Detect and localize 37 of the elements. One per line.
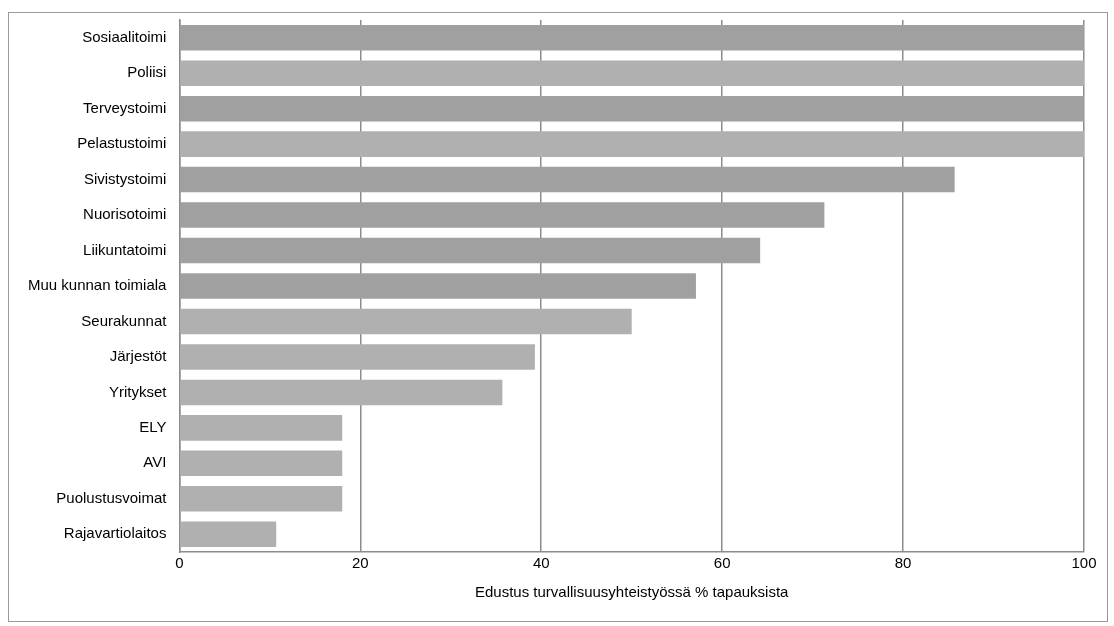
y-tick-label: Sivistystoimi xyxy=(83,169,167,187)
bar xyxy=(180,486,343,512)
bar xyxy=(180,95,1084,122)
y-tick-label: Rajavartiolaitos xyxy=(63,524,167,542)
bar xyxy=(180,521,277,548)
bar xyxy=(180,24,1084,51)
y-tick-label: Seurakunnat xyxy=(81,311,168,329)
x-tick-label: 80 xyxy=(894,554,912,572)
bar xyxy=(180,237,761,264)
y-tick-label: Sosiaalitoimi xyxy=(82,27,167,45)
bar xyxy=(180,308,632,335)
bar xyxy=(180,379,503,406)
y-tick-label: AVI xyxy=(143,453,167,471)
y-tick-label: Järjestöt xyxy=(109,347,168,365)
y-tick-label: Nuorisotoimi xyxy=(83,205,167,223)
x-tick-label: 100 xyxy=(1071,554,1097,572)
x-tick-label: 40 xyxy=(532,554,550,572)
x-axis-title: Edustus turvallisuusyhteistyössä % tapauksista xyxy=(474,583,790,601)
bar xyxy=(180,131,1084,157)
y-tick-label: Terveystoimi xyxy=(83,98,167,116)
bar xyxy=(180,166,955,193)
y-tick-label: Muu kunnan toimiala xyxy=(27,276,168,294)
x-tick-label: 60 xyxy=(713,554,731,572)
bar xyxy=(180,202,825,228)
y-tick-label: ELY xyxy=(139,418,167,436)
x-tick-label: 20 xyxy=(351,554,369,572)
bar xyxy=(180,60,1084,86)
y-tick-label: Liikuntatoimi xyxy=(83,240,167,258)
bar xyxy=(180,450,343,477)
bar xyxy=(180,344,535,370)
y-tick-label: Puolustusvoimat xyxy=(56,488,168,506)
bar xyxy=(180,273,696,299)
y-tick-label: Pelastustoimi xyxy=(77,134,167,152)
y-tick-label: Yritykset xyxy=(108,382,168,400)
x-tick-label: 0 xyxy=(175,554,184,572)
bar xyxy=(180,415,343,441)
y-tick-label: Poliisi xyxy=(127,63,167,81)
